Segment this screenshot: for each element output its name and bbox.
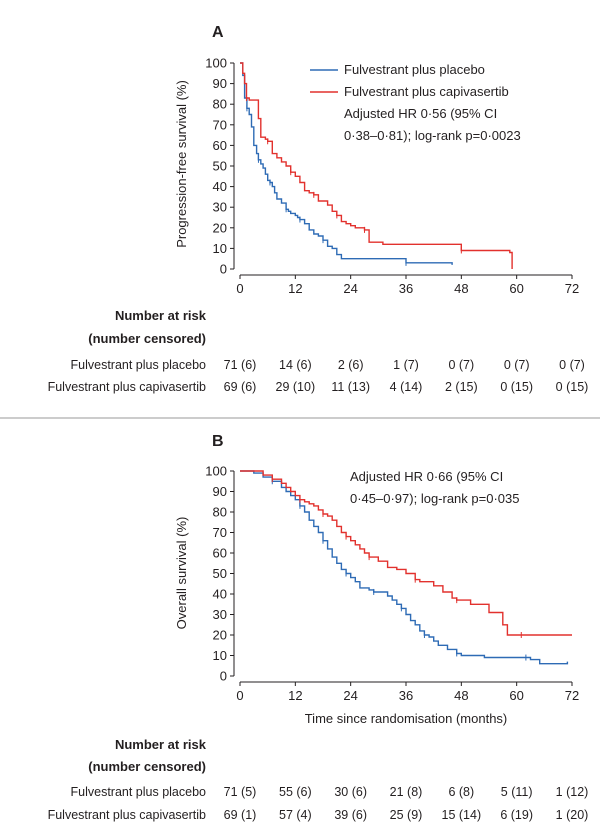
risk-cell: 39 (6)	[334, 808, 367, 822]
y-tick-label: 10	[213, 241, 227, 256]
panel-a-legend: Fulvestrant plus placebo Fulvestrant plu…	[310, 62, 509, 99]
risk-cell: 0 (15)	[556, 380, 589, 394]
x-tick-label: 0	[236, 688, 243, 703]
legend-label-placebo: Fulvestrant plus placebo	[344, 62, 485, 77]
y-tick-label: 0	[220, 262, 227, 277]
panel-b-curves	[240, 470, 572, 665]
y-tick-label: 0	[220, 669, 227, 684]
y-tick-label: 30	[213, 200, 227, 215]
risk-cell: 6 (8)	[448, 785, 474, 799]
risk-table-b-header-line2: (number censored)	[88, 759, 206, 774]
panel-b: B Overall survival (%) 0 10 20 30 40 50 60 70 80…	[48, 433, 589, 822]
risk-cell: 71 (5)	[224, 785, 257, 799]
risk-cell: 6 (19)	[500, 808, 533, 822]
risk-cell: 1 (20)	[556, 808, 589, 822]
x-tick-label: 36	[399, 281, 413, 296]
risk-cell: 25 (9)	[390, 808, 423, 822]
risk-cell: 4 (14)	[390, 380, 423, 394]
panel-a: A Progression-free survival (%) 0 10 20 30 4…	[48, 24, 589, 394]
y-tick-label: 60	[213, 138, 227, 153]
y-tick-label: 20	[213, 628, 227, 643]
risk-cell: 0 (7)	[559, 358, 585, 372]
risk-table-b-row-label-capivasertib: Fulvestrant plus capivasertib	[48, 808, 206, 822]
y-tick-label: 70	[213, 117, 227, 132]
panel-b-label: B	[212, 433, 224, 450]
risk-table-a-row-label-capivasertib: Fulvestrant plus capivasertib	[48, 380, 206, 394]
y-tick-label: 50	[213, 159, 227, 174]
x-tick-label: 60	[509, 281, 523, 296]
x-tick-label: 48	[454, 688, 468, 703]
y-tick-label: 100	[205, 464, 227, 479]
risk-cell: 1 (7)	[393, 358, 419, 372]
x-tick-label: 72	[565, 281, 579, 296]
x-tick-label: 36	[399, 688, 413, 703]
y-tick-label: 40	[213, 587, 227, 602]
x-tick-label: 0	[236, 281, 243, 296]
y-tick-label: 40	[213, 179, 227, 194]
y-tick-label: 80	[213, 97, 227, 112]
risk-cell: 57 (4)	[279, 808, 312, 822]
panel-a-axes: 0 10 20 30 40 50 60 70 80 90 100 0 12 24 36 48 60 72	[205, 56, 579, 297]
risk-cell: 69 (1)	[224, 808, 257, 822]
x-tick-label: 72	[565, 688, 579, 703]
risk-table-b-header-line1: Number at risk	[115, 737, 207, 752]
risk-cell: 0 (7)	[504, 358, 530, 372]
panel-a-hr-annotation-line1: Adjusted HR 0·56 (95% CI	[344, 106, 497, 121]
risk-cell: 2 (6)	[338, 358, 364, 372]
panel-b-risk-table: Number at risk (number censored) Fulvest…	[48, 737, 589, 822]
y-tick-label: 90	[213, 484, 227, 499]
risk-table-a-header-line2: (number censored)	[88, 331, 206, 346]
curve-capivasertib	[240, 62, 513, 269]
x-tick-label: 24	[343, 688, 357, 703]
risk-table-b-cells: 71 (5) 55 (6) 30 (6) 21 (8) 6 (8) 5 (11) 1 (12…	[224, 785, 589, 822]
risk-cell: 11 (13)	[331, 380, 370, 394]
panel-b-y-axis-label: Overall survival (%)	[174, 517, 189, 630]
risk-cell: 0 (15)	[500, 380, 533, 394]
risk-table-a-header-line1: Number at risk	[115, 308, 207, 323]
risk-cell: 30 (6)	[334, 785, 367, 799]
y-tick-label: 80	[213, 505, 227, 520]
risk-table-a-row-label-placebo: Fulvestrant plus placebo	[71, 358, 207, 372]
panel-a-y-axis-label: Progression-free survival (%)	[174, 80, 189, 248]
risk-cell: 15 (14)	[442, 808, 482, 822]
y-tick-label: 20	[213, 220, 227, 235]
panel-b-hr-annotation-line2: 0·45–0·97); log-rank p=0·035	[350, 491, 519, 506]
x-tick-label: 48	[454, 281, 468, 296]
panel-a-hr-annotation-line2: 0·38–0·81); log-rank p=0·0023	[344, 128, 521, 143]
panel-b-x-axis-label: Time since randomisation (months)	[305, 711, 508, 726]
y-tick-label: 100	[205, 56, 227, 71]
risk-cell: 0 (7)	[448, 358, 474, 372]
curve-placebo	[240, 470, 569, 665]
risk-cell: 5 (11)	[501, 785, 533, 799]
x-tick-label: 60	[509, 688, 523, 703]
x-tick-label: 24	[343, 281, 357, 296]
y-tick-label: 70	[213, 525, 227, 540]
panel-b-axes: 0 10 20 30 40 50 60 70 80 90 100 0 12 24 36 48 60 72	[205, 464, 579, 704]
curve-placebo	[240, 62, 453, 265]
risk-cell: 71 (6)	[224, 358, 257, 372]
y-tick-label: 10	[213, 648, 227, 663]
risk-cell: 14 (6)	[279, 358, 312, 372]
legend-label-capivasertib: Fulvestrant plus capivasertib	[344, 84, 509, 99]
panel-b-hr-annotation-line1: Adjusted HR 0·66 (95% CI	[350, 469, 503, 484]
risk-cell: 2 (15)	[445, 380, 478, 394]
risk-cell: 1 (12)	[556, 785, 589, 799]
y-tick-label: 90	[213, 76, 227, 91]
y-tick-label: 60	[213, 546, 227, 561]
x-tick-label: 12	[288, 688, 302, 703]
risk-cell: 55 (6)	[279, 785, 312, 799]
risk-cell: 21 (8)	[390, 785, 423, 799]
risk-table-b-row-label-placebo: Fulvestrant plus placebo	[71, 785, 207, 799]
risk-cell: 69 (6)	[224, 380, 257, 394]
y-tick-label: 50	[213, 566, 227, 581]
panel-a-curves	[240, 62, 513, 269]
panel-a-label: A	[212, 24, 224, 41]
panel-a-risk-table: Number at risk (number censored) Fulvest…	[48, 308, 589, 394]
y-tick-label: 30	[213, 607, 227, 622]
risk-cell: 29 (10)	[276, 380, 316, 394]
x-tick-label: 12	[288, 281, 302, 296]
risk-table-a-cells: 71 (6) 14 (6) 2 (6) 1 (7) 0 (7) 0 (7) 0 (7) 69 …	[224, 358, 589, 394]
